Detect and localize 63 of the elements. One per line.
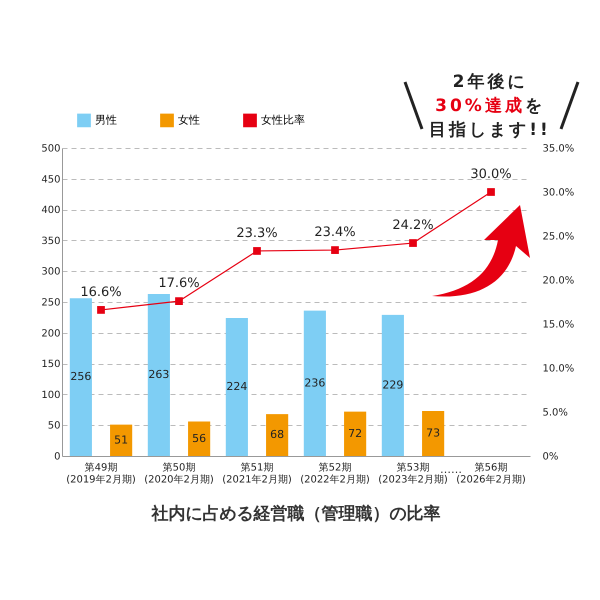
y2-tick-label: 20.0% (542, 276, 574, 286)
y-tick-label: 50 (48, 420, 60, 432)
legend-label: 女性 (178, 113, 200, 126)
bar (266, 414, 288, 456)
y-tick-label: 500 (41, 144, 60, 154)
data-label: 51 (114, 433, 128, 446)
y-tick-label: 350 (41, 236, 60, 247)
x-tick-label: 第50期 (2020年2月期) (144, 462, 214, 486)
data-label: 72 (348, 426, 362, 440)
data-label: 30.0% (470, 167, 512, 182)
y-tick-label: 250 (41, 298, 60, 308)
bar (148, 294, 170, 456)
y-tick-label: 200 (41, 328, 60, 340)
data-label: 236 (304, 376, 326, 390)
legend-label: 男性 (95, 113, 117, 126)
y-tick-label: 450 (41, 174, 60, 186)
y-tick-label: 100 (41, 390, 60, 401)
data-label: 16.6% (80, 284, 122, 300)
y2-tick-label: 35.0% (542, 144, 574, 154)
point (409, 239, 417, 247)
bar (110, 424, 132, 456)
data-label: 23.4% (314, 225, 356, 240)
text: 社内に占める経営職（管理職）の比率 (150, 504, 440, 524)
y-tick-label: 400 (41, 205, 60, 216)
text: 目指します!! (428, 119, 552, 142)
data-label: 224 (226, 380, 248, 394)
data-label: 24.2% (392, 218, 434, 234)
y-tick-label: 0 (54, 452, 60, 462)
y-tick-label: 300 (41, 266, 60, 278)
y2-tick-label: 5.0% (542, 408, 568, 418)
data-label: 73 (426, 426, 440, 440)
legend-label: 女性比率 (261, 113, 305, 126)
data-label: 56 (192, 432, 206, 445)
data-label: 68 (270, 428, 284, 442)
y-tick-label: 150 (41, 359, 60, 370)
bar (344, 412, 366, 456)
point (97, 306, 105, 314)
bar (304, 310, 326, 456)
data-label: 229 (382, 378, 404, 392)
point (253, 247, 261, 255)
point (331, 246, 339, 254)
text: 30%達成 (435, 96, 525, 116)
bar (382, 314, 404, 456)
x-tick-label: 第49期 (2019年2月期) (66, 462, 136, 486)
y2-tick-label: 15.0% (542, 320, 574, 330)
data-label: 263 (148, 368, 170, 381)
bar (226, 318, 248, 456)
point (487, 188, 495, 196)
bar (70, 298, 92, 456)
bar (422, 411, 444, 456)
data-label: 17.6% (158, 276, 200, 292)
y2-tick-label: 30.0% (542, 188, 574, 198)
x-tick-label: 第52期 (2022年2月期) (300, 462, 370, 486)
x-tick-label: 第51期 (2021年2月期) (222, 462, 292, 486)
text: 2年後に (452, 71, 528, 94)
point (175, 297, 183, 305)
data-label: 23.3% (236, 226, 278, 241)
y2-tick-label: 10.0% (542, 364, 574, 374)
bar (188, 422, 210, 456)
y2-tick-label: 0% (542, 452, 558, 462)
y2-tick-label: 25.0% (542, 232, 574, 242)
text: を (524, 96, 545, 116)
data-label: 256 (70, 370, 92, 384)
